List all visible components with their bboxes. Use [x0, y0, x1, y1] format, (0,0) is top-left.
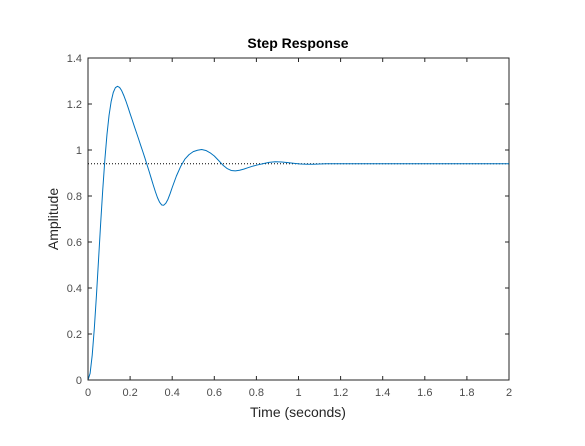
y-axis: 0 0.2 0.4 0.6 0.8 1 1.2 1.4 — [67, 53, 509, 387]
x-tick-label: 0.8 — [249, 387, 264, 399]
series-layer — [87, 85, 509, 381]
y-axis-label: Amplitude — [45, 188, 61, 250]
x-tick-label: 1.8 — [459, 387, 474, 399]
x-tick-label: 0.2 — [122, 387, 137, 399]
y-tick-label: 0.8 — [67, 191, 82, 203]
x-tick-label: 2 — [506, 387, 512, 399]
x-tick-label: 0.4 — [165, 387, 180, 399]
y-tick-label: 0 — [76, 375, 82, 387]
y-tick-label: 0.2 — [67, 329, 82, 341]
step-response-line — [87, 85, 509, 381]
y-tick-label: 0.4 — [67, 283, 82, 295]
plot-area — [87, 57, 510, 381]
x-tick-label: 1.6 — [417, 387, 432, 399]
y-tick-label: 1 — [76, 145, 82, 157]
x-axis-label: Time (seconds) — [250, 404, 346, 420]
x-tick-label: 1 — [295, 387, 301, 399]
x-axis: 0 0.2 0.4 0.6 0.8 1 1.2 1.4 1.6 1.8 2 — [85, 58, 512, 399]
x-tick-label: 0 — [85, 387, 91, 399]
chart-title: Step Response — [247, 35, 348, 51]
y-tick-label: 1.4 — [67, 53, 82, 65]
y-tick-label: 0.6 — [67, 237, 82, 249]
x-tick-label: 0.6 — [207, 387, 222, 399]
y-tick-label: 1.2 — [67, 99, 82, 111]
x-tick-label: 1.2 — [333, 387, 348, 399]
x-tick-label: 1.4 — [375, 387, 390, 399]
